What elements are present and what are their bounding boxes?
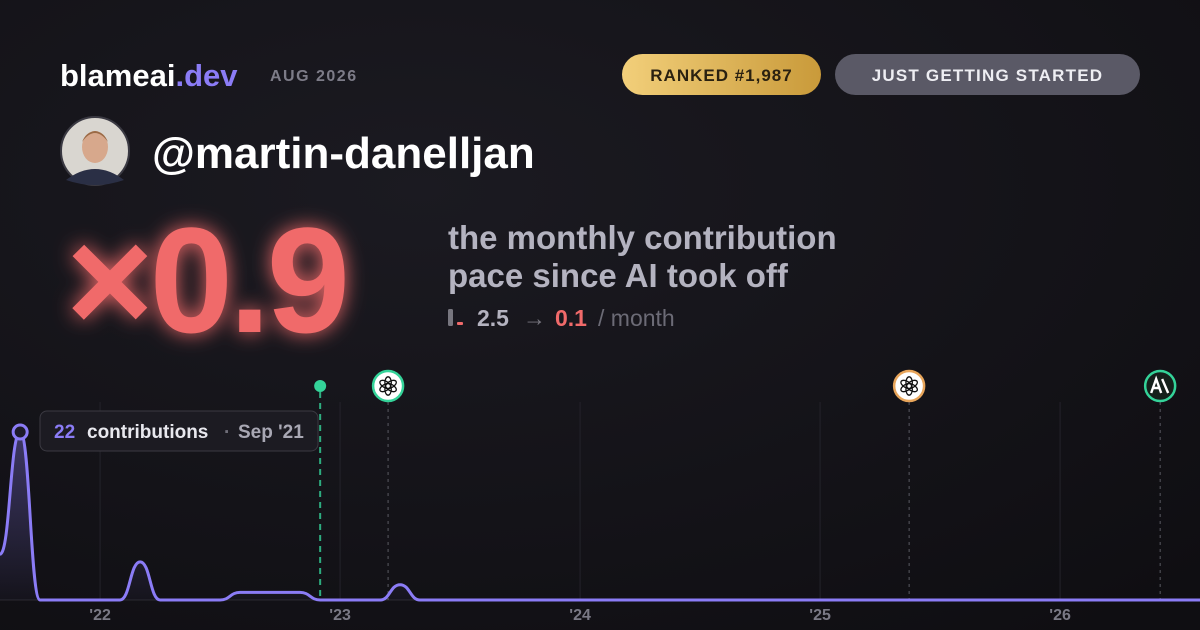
brand-name: blameai xyxy=(60,58,175,93)
pace-change: 2.5 → 0.1 / month xyxy=(477,305,675,331)
x-tick-label: '26 xyxy=(1049,607,1071,624)
x-tick-label: '25 xyxy=(809,607,831,624)
icon-badge xyxy=(371,369,405,403)
date: AUG 2026 xyxy=(270,68,358,85)
chart: '22 '23 '24 '25 '26 22 contributions · Sep '21 xyxy=(0,369,1200,624)
status-badge xyxy=(835,54,1140,95)
arrow: → xyxy=(523,305,546,331)
icon-badge xyxy=(892,369,926,403)
rank-badge xyxy=(622,54,821,95)
tooltip-box xyxy=(39,410,319,452)
tooltip-separator: · xyxy=(224,422,230,443)
event-dot xyxy=(314,380,327,392)
icon-badge xyxy=(1143,369,1177,403)
description-line: pace since AI took off xyxy=(448,257,789,294)
icon-petal xyxy=(900,379,913,390)
brand-tld: .dev xyxy=(175,58,238,93)
x-tick-label: '22 xyxy=(89,607,111,624)
rank-text: RANKED #1,987 xyxy=(650,66,792,85)
tooltip-series: contributions xyxy=(87,422,208,443)
unit: / month xyxy=(598,305,675,331)
brand: blameai.dev xyxy=(60,58,238,93)
openai-icon xyxy=(371,369,405,403)
handle: @martin-danelljan xyxy=(152,129,535,178)
x-tick-label: '23 xyxy=(329,607,351,624)
tooltip-date: Sep '21 xyxy=(238,422,304,443)
multiplier: ×0.9 xyxy=(66,196,346,364)
mini-icon xyxy=(448,309,463,326)
before-value: 2.5 xyxy=(477,305,509,331)
status-text: JUST GETTING STARTED xyxy=(872,66,1103,85)
tooltip-value: 22 xyxy=(54,422,75,443)
icon-glyph xyxy=(1150,375,1170,394)
openai-icon xyxy=(892,369,926,403)
after-value: 0.1 xyxy=(555,305,587,331)
icon-petal xyxy=(379,379,392,390)
anthropic-icon xyxy=(1143,369,1177,403)
avatar xyxy=(60,116,130,186)
highlight-point xyxy=(11,423,29,441)
tooltip-text: 22 contributions · Sep '21 xyxy=(54,422,304,443)
line xyxy=(0,430,1200,602)
x-tick-label: '24 xyxy=(569,607,591,624)
description-line: the monthly contribution xyxy=(448,219,837,256)
